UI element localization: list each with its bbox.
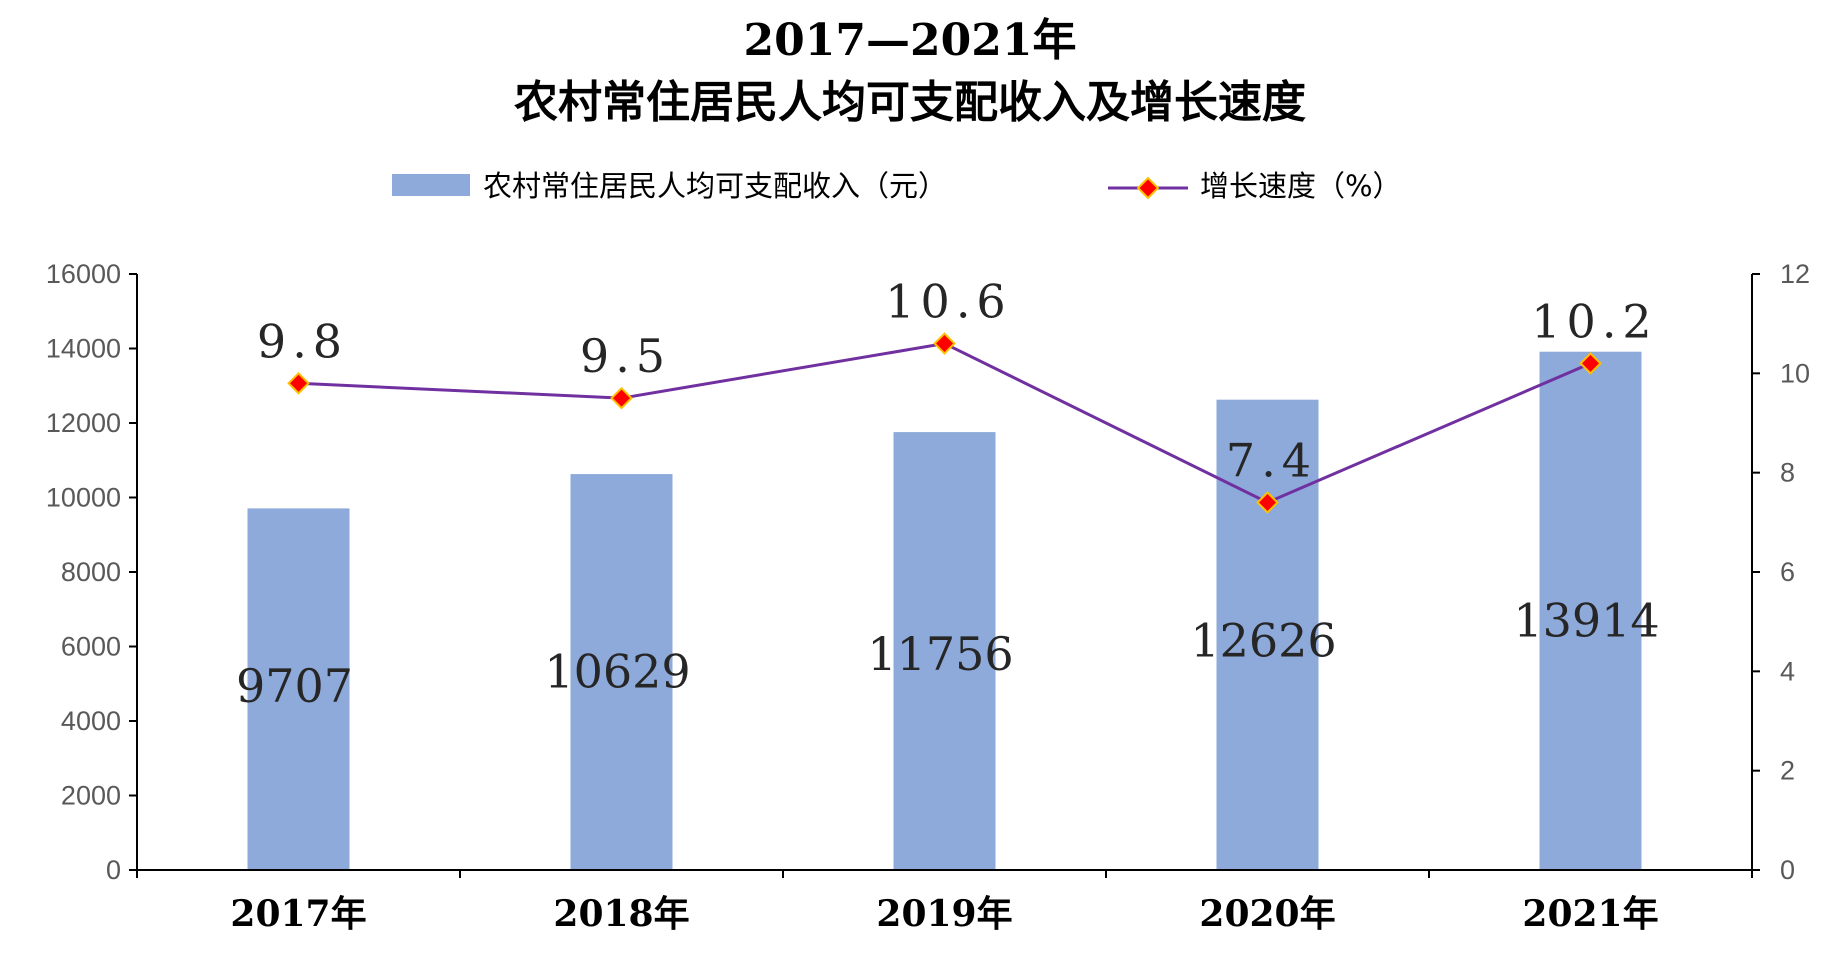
growth-value-label: 9.8: [257, 314, 348, 368]
bar-value-label: 10629: [544, 645, 690, 699]
right-tick-label: 8: [1780, 458, 1795, 488]
right-tick-label: 12: [1780, 259, 1810, 289]
growth-marker: [1256, 491, 1279, 514]
growth-marker: [610, 386, 633, 410]
legend-line-label: 增长速度（%）: [1200, 169, 1402, 203]
chart-subtitle: 农村常住居民人均可支配收入及增长速度: [514, 77, 1306, 128]
bar-value-label: 12626: [1190, 613, 1336, 667]
growth-value-label: 7.4: [1226, 433, 1317, 487]
bar-value-labels: 9707 10629 11756 12626 13914: [236, 593, 1660, 713]
legend-bar-swatch: [392, 174, 470, 196]
left-tick-label: 14000: [46, 334, 121, 364]
bar-value-label: 9707: [236, 659, 353, 713]
bar: [1539, 351, 1642, 870]
left-tick-label: 10000: [46, 483, 121, 513]
growth-marker: [933, 332, 956, 355]
growth-marker: [1579, 352, 1602, 375]
growth-value-label: 10.2: [1531, 294, 1657, 348]
line-value-labels: 9.8 9.5 10.6 7.4 10.2: [257, 275, 1657, 488]
right-tick-label: 6: [1780, 557, 1795, 587]
bar: [247, 508, 350, 870]
bar-series: [247, 351, 1642, 870]
right-tick-label: 0: [1780, 855, 1795, 885]
left-axis-ticks: 0 2000 4000 6000 8000 10000 12000 14000 16000: [46, 259, 137, 885]
bar: [893, 432, 996, 870]
category-label: 2019年: [876, 893, 1012, 935]
category-label: 2020年: [1199, 893, 1335, 935]
left-tick-label: 8000: [61, 557, 121, 587]
right-tick-label: 10: [1780, 358, 1810, 388]
growth-value-label: 9.5: [580, 329, 671, 383]
category-label: 2018年: [553, 893, 689, 935]
left-tick-label: 4000: [61, 706, 121, 736]
line-series: [287, 332, 1602, 514]
left-tick-label: 0: [106, 855, 121, 885]
category-label: 2017年: [230, 893, 366, 935]
chart-title: 2017—2021年: [744, 15, 1077, 66]
legend-bar-label: 农村常住居民人均可支配收入（元）: [483, 169, 947, 203]
axes: [136, 274, 1753, 878]
left-tick-label: 6000: [61, 632, 121, 662]
right-tick-label: 2: [1780, 756, 1795, 786]
right-axis-ticks: 0 2 4 6 8 10 12: [1752, 259, 1810, 885]
left-tick-label: 16000: [46, 259, 121, 289]
legend: 农村常住居民人均可支配收入（元） 增长速度（%）: [392, 169, 1402, 203]
left-tick-label: 2000: [61, 781, 121, 811]
left-tick-label: 12000: [46, 408, 121, 438]
category-labels: 2017年 2018年 2019年 2020年 2021年: [230, 893, 1658, 935]
bar: [570, 474, 673, 870]
growth-value-label: 10.6: [885, 275, 1011, 329]
bar: [1216, 399, 1319, 870]
legend-marker-icon: [1136, 176, 1160, 200]
bar-value-label: 11756: [867, 627, 1013, 681]
right-tick-label: 4: [1780, 656, 1795, 686]
category-label: 2021年: [1522, 893, 1658, 935]
growth-marker: [287, 371, 310, 395]
bar-value-label: 13914: [1513, 593, 1659, 647]
